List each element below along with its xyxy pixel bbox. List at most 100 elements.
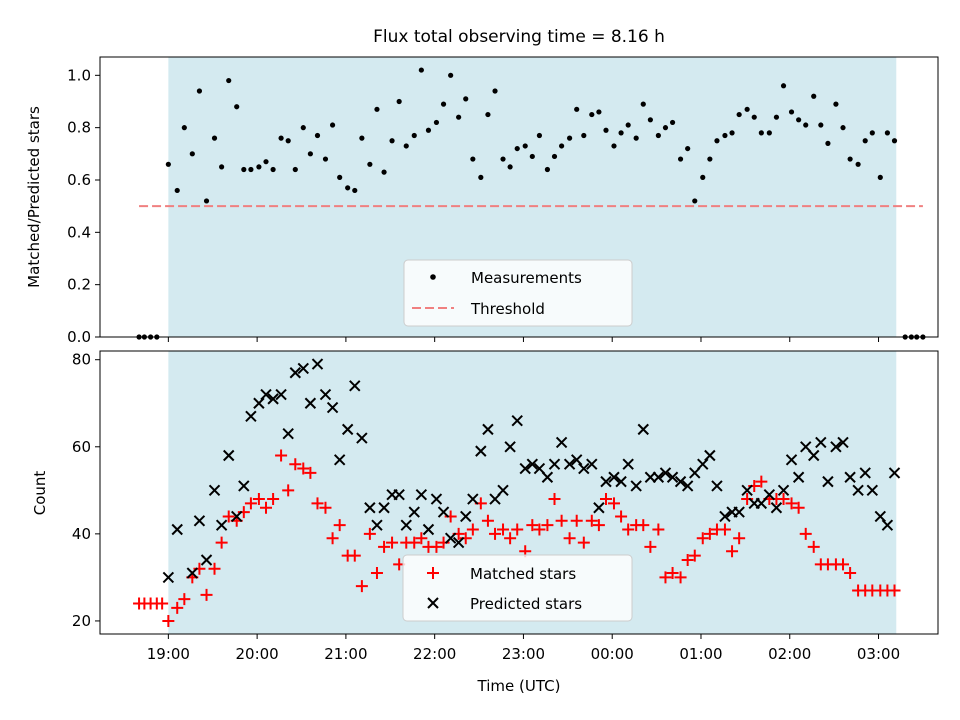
predicted-star-point [586,458,598,470]
matched-star-point [726,545,739,558]
matched-star-point [311,497,324,510]
predicted-star-point [511,414,523,427]
measurement-point [729,130,735,136]
legend-plus-icon [427,567,439,579]
matched-star-point [333,519,346,532]
measurement-point [292,166,298,173]
predicted-star-point [637,423,649,436]
top-y-axis-label: Matched/Predicted stars [25,106,43,288]
measurement-point [425,127,432,133]
matched-star-point [304,466,317,479]
measurement-point [352,187,358,194]
predicted-star-point [852,484,864,497]
measurement-point [433,119,440,126]
measurement-point [766,130,772,136]
measurement-point [862,138,868,144]
matched-star-point [297,462,310,475]
predicted-star-point [800,441,812,453]
matched-star-point [563,532,576,545]
x-tick-label: 02:00 [768,645,811,663]
matched-star-point [607,497,620,510]
predicted-star-point [578,462,590,475]
matched-star-point [637,519,650,532]
measurement-point [314,132,321,139]
predicted-star-point [593,502,605,514]
measurement-point [692,198,698,204]
measurement-point [714,138,720,144]
bottom-y-tick-label: 60 [72,438,91,456]
matched-star-point [652,523,665,536]
measurement-point [803,122,809,128]
predicted-star-point [364,502,376,514]
measurement-point [589,111,595,118]
predicted-star-point [162,571,175,584]
measurement-point [507,164,513,170]
matched-star-point [489,527,502,540]
top-legend: Measurements Threshold [403,259,633,327]
measurement-point [618,130,624,136]
predicted-star-point [777,484,790,497]
measurement-point [492,88,498,94]
matched-star-point [659,571,672,584]
matched-star-point [837,558,850,571]
measurement-point [337,174,343,180]
predicted-star-point [260,388,272,401]
predicted-star-point [238,480,250,492]
matched-star-point [555,514,568,527]
predicted-star-point [792,471,805,483]
measurement-point [544,166,551,173]
predicted-star-point [393,488,405,501]
measurement-point [559,143,565,149]
predicted-star-point [697,458,709,470]
matched-star-point [208,562,221,575]
predicted-star-point [570,454,583,466]
predicted-star-point [437,506,450,518]
chart-title: Flux total observing time = 8.16 h [373,27,665,47]
measurement-point [685,145,691,152]
predicted-star-point [267,393,279,405]
measurement-point [470,156,476,162]
measurement-point [751,114,757,120]
measurement-point [677,156,684,162]
matched-star-point [378,540,391,553]
predicted-star-point [223,449,235,462]
measurement-point [700,174,706,180]
x-tick-label: 03:00 [857,645,900,663]
matched-star-point [289,458,302,471]
predicted-star-point [888,467,901,479]
predicted-star-point [837,436,849,449]
top-y-tick-label: 0.8 [67,119,91,137]
predicted-star-point [830,441,842,453]
matched-star-point [275,449,288,462]
measurement-point [403,143,409,149]
x-tick-label: 01:00 [679,645,722,663]
predicted-star-point [704,449,716,462]
measurement-point [203,198,210,204]
matched-star-point [222,510,235,523]
predicted-star-point [689,467,701,479]
matched-star-point [171,601,184,614]
predicted-star-point [755,497,768,510]
measurement-point [174,187,180,194]
matched-star-point [577,536,590,549]
measurement-point [833,101,839,107]
matched-star-point [481,514,494,527]
legend-matched-stars: Matched stars [470,565,576,583]
predicted-star-point [378,502,390,514]
measurement-point [219,164,225,170]
matched-star-point [408,536,421,549]
measurement-point [773,114,780,120]
matched-star-point [466,523,479,536]
predicted-star-point [681,480,694,492]
matched-star-point [733,532,746,545]
matched-star-point [370,567,383,580]
measurement-point [847,156,853,162]
measurement-point [855,161,861,167]
predicted-star-point [741,484,753,497]
matched-star-point [282,484,295,497]
measurement-point [285,138,291,144]
measurement-point [603,127,609,133]
top-axes: 0.0 0.2 0.4 0.6 0.8 1.0 [67,66,100,346]
measurement-point [322,156,329,162]
matched-star-point [592,519,605,532]
